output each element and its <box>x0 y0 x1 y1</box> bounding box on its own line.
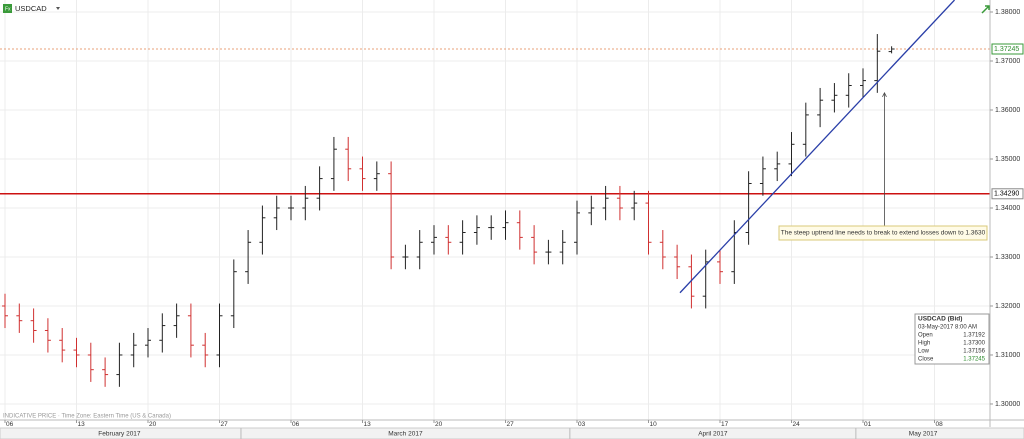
x-tick-label: 08 <box>936 421 944 428</box>
info-value: 1.37156 <box>963 349 985 355</box>
symbol-icon <box>3 4 12 13</box>
y-tick-label: 1.35000 <box>995 156 1020 163</box>
month-label: May 2017 <box>909 431 938 438</box>
footnote: INDICATIVE PRICE · Time Zone: Eastern Ti… <box>3 414 171 420</box>
x-tick-label: 06 <box>292 421 300 428</box>
info-box: USDCAD (Bid) 03-May-2017 8:00 AM Open 1.371… <box>914 313 990 365</box>
axes: 1.38000 1.37000 1.36000 1.35000 1.34000 1.330… <box>4 9 1024 439</box>
info-key: Low <box>918 349 930 355</box>
info-value: 1.37192 <box>963 333 985 339</box>
trend-line <box>679 0 956 294</box>
y-tick-label: 1.33000 <box>995 254 1020 261</box>
x-tick-label: 03 <box>578 421 586 428</box>
month-label: February 2017 <box>98 431 141 438</box>
x-tick-label: 17 <box>721 421 729 428</box>
level-label-box <box>991 188 1024 200</box>
expand-icon[interactable] <box>981 5 990 14</box>
plot <box>0 0 990 387</box>
level-label-box <box>991 43 1024 55</box>
level-label: 1.37245 <box>994 46 1019 53</box>
month-label: April 2017 <box>698 431 728 438</box>
info-title: USDCAD (Bid) <box>918 316 962 323</box>
x-tick-label: 20 <box>149 421 157 428</box>
annotation-box <box>778 225 988 241</box>
x-tick-label: 27 <box>221 421 229 428</box>
icon-glyph: Fx <box>5 6 11 12</box>
annotation-arrowhead <box>882 91 887 98</box>
info-date: 03-May-2017 8:00 AM <box>918 325 977 331</box>
y-tick-label: 1.32000 <box>995 303 1020 310</box>
info-box-bg <box>914 313 990 365</box>
x-tick-label: 27 <box>507 421 515 428</box>
x-tick-label: 13 <box>364 421 372 428</box>
x-tick-label: 20 <box>435 421 443 428</box>
info-key: Close <box>918 357 934 363</box>
month-label: March 2017 <box>388 431 423 438</box>
level-label: 1.34290 <box>994 191 1019 198</box>
y-tick-label: 1.31000 <box>995 352 1020 359</box>
info-value: 1.37245 <box>963 357 985 363</box>
annotation-text: The steep uptrend line needs to break to… <box>781 230 986 237</box>
y-tick-label: 1.36000 <box>995 107 1020 114</box>
month-axis <box>0 427 1024 439</box>
y-tick-label: 1.30000 <box>995 401 1020 408</box>
x-tick-label: 01 <box>864 421 872 428</box>
dropdown-arrow[interactable] <box>56 7 60 10</box>
x-tick-label: 06 <box>6 421 14 428</box>
info-key: High <box>918 341 930 347</box>
x-tick-label: 10 <box>650 421 658 428</box>
symbol[interactable]: USDCAD <box>15 4 47 13</box>
y-tick-label: 1.34000 <box>995 205 1020 212</box>
y-tick-label: 1.38000 <box>995 9 1020 16</box>
info-key: Open <box>918 333 933 339</box>
x-tick-label: 24 <box>793 421 801 428</box>
y-tick-label: 1.37000 <box>995 58 1020 65</box>
info-value: 1.37300 <box>963 341 985 347</box>
x-tick-label: 13 <box>78 421 86 428</box>
